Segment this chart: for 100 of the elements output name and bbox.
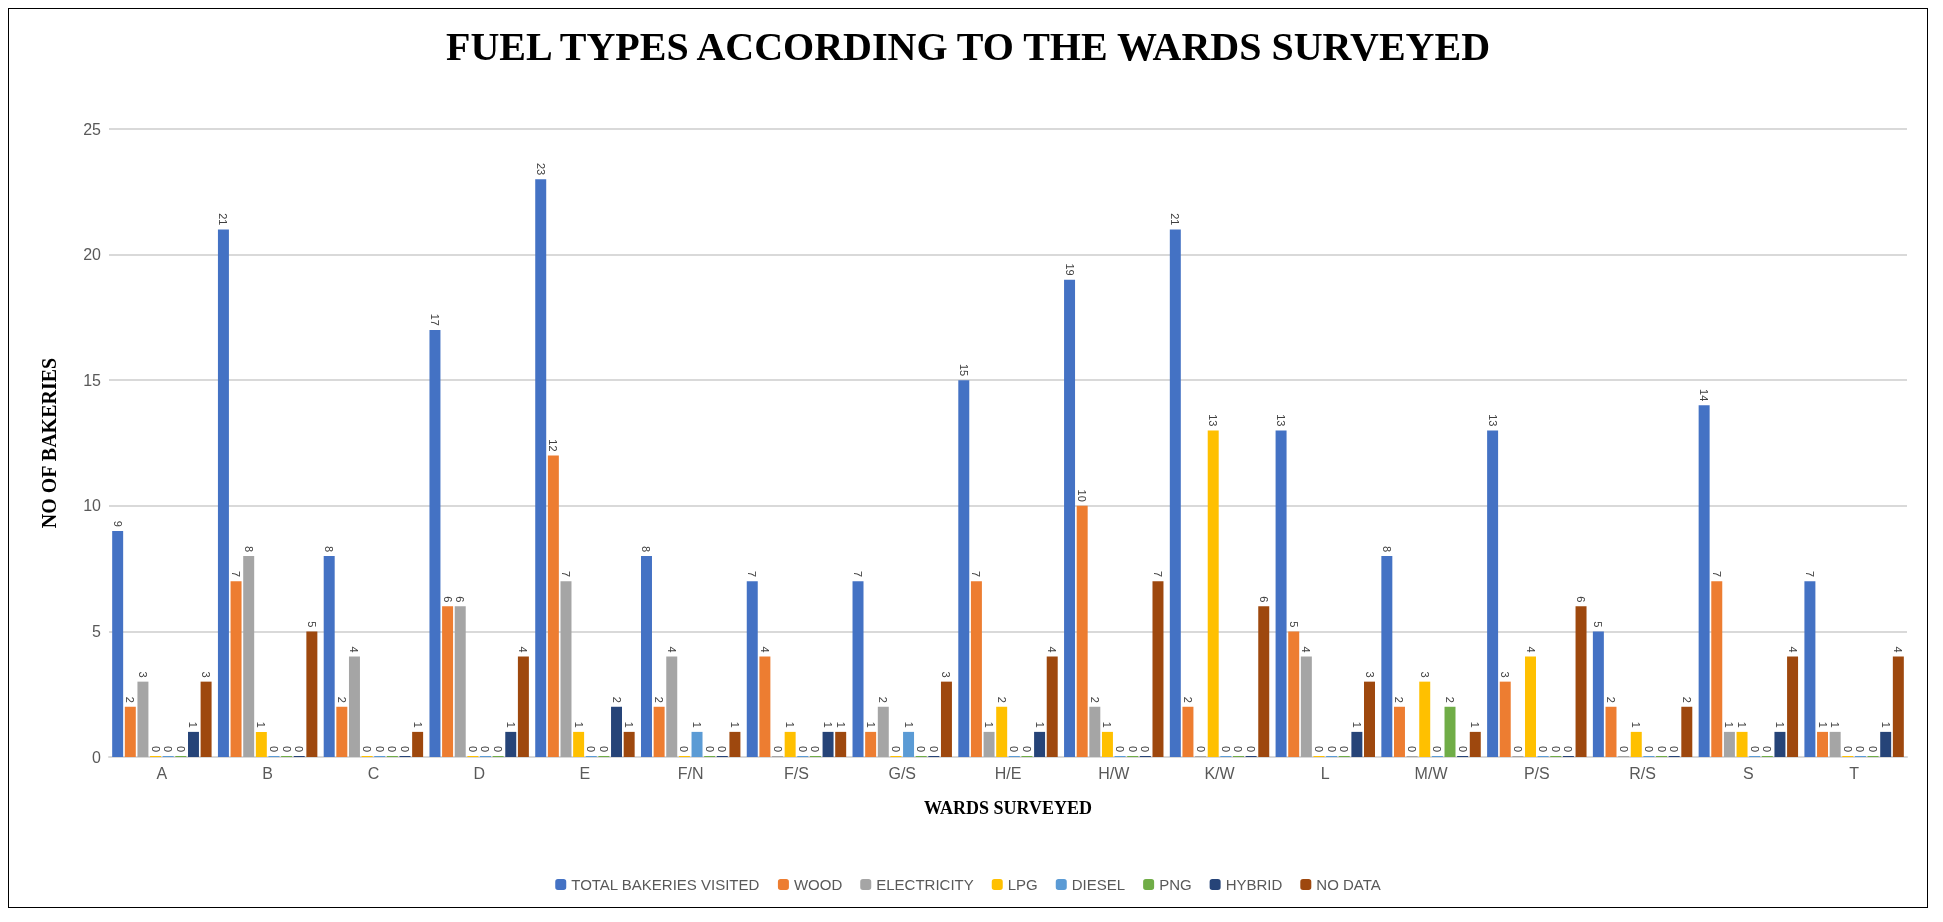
data-label: 2 [1393,696,1406,703]
data-label: 8 [1380,545,1393,553]
data-label: 8 [640,545,653,553]
data-label: 2 [877,696,890,703]
data-label: 1 [504,721,517,728]
bar [746,581,758,757]
data-label: 2 [1605,696,1617,703]
data-label: 0 [915,745,928,752]
data-label: 4 [665,646,678,653]
bar [1711,581,1723,757]
bar [505,731,517,757]
bar [1089,706,1101,757]
data-label: 2 [1088,696,1101,703]
data-label: 0 [1655,745,1668,752]
data-label: 0 [149,745,162,752]
data-label: 0 [716,745,729,752]
data-label: 1 [1101,721,1114,728]
x-tick-label: G/S [888,764,917,782]
bar [1817,731,1829,757]
data-label: 1 [1630,721,1643,728]
data-label: 1 [1879,721,1892,728]
bar [1469,731,1481,757]
data-label: 2 [610,696,623,703]
data-label: 0 [293,745,306,752]
data-label: 0 [1232,745,1245,752]
data-label: 4 [758,646,771,653]
bar [1076,505,1088,757]
bar [1892,656,1904,757]
bar [1774,731,1786,757]
data-label: 1 [1350,721,1363,728]
x-tick-label: F/N [677,764,704,782]
bar [641,556,652,757]
bar [1351,731,1363,757]
x-tick-label: L [1320,764,1330,782]
bar [442,606,454,757]
data-label: 1 [1816,721,1829,728]
bar [1525,656,1536,757]
legend-label: LPG [1007,876,1038,893]
data-label: 0 [1549,745,1562,752]
bar [517,656,529,757]
bar [535,179,547,757]
bar [1681,706,1693,757]
data-label: 10 [1076,489,1089,502]
bar [1300,656,1312,757]
data-label: 7 [1151,571,1164,578]
data-label: 0 [889,745,902,752]
data-label: 1 [572,721,585,728]
data-label: 1 [822,721,835,728]
bar [217,229,229,757]
data-label: 7 [1803,571,1816,578]
legend-label: ELECTRICITY [876,876,974,893]
bar [112,530,124,757]
data-label: 17 [428,313,441,326]
x-axis-title: WARDS SURVEYED [924,798,1092,818]
data-label: 0 [1537,745,1550,752]
data-label: 0 [771,745,784,752]
data-label: 0 [1511,745,1524,752]
bar [454,606,466,757]
data-label: 1 [902,721,915,728]
bar [784,731,796,757]
bar [1207,430,1219,757]
data-label: 0 [280,745,293,752]
data-label: 4 [1046,646,1059,653]
data-label: 12 [547,439,560,452]
data-label: 0 [1456,745,1469,752]
data-label: 1 [1723,721,1736,728]
data-label: 3 [1363,671,1376,678]
bar [137,681,149,757]
bar [996,706,1008,757]
bar [1880,731,1892,757]
bar [1364,681,1375,757]
bar [230,581,242,757]
bar [1787,656,1799,757]
x-tick-label: C [367,764,380,782]
data-label: 2 [1444,696,1457,703]
data-label: 0 [1867,745,1880,752]
bar [865,731,877,757]
data-label: 1 [983,721,996,728]
bar [759,656,771,757]
data-label: 0 [466,745,479,752]
data-label: 0 [597,745,610,752]
data-label: 7 [559,571,572,578]
data-label: 0 [1761,745,1774,752]
data-label: 0 [1338,745,1351,752]
y-tick-label: 20 [83,246,102,264]
bar [1258,606,1270,757]
data-label: 21 [1169,213,1182,226]
data-label: 0 [1114,745,1127,752]
bar [243,556,255,757]
bar [1046,656,1058,757]
bar [1182,706,1194,757]
bar [412,731,424,757]
data-label: 3 [1499,671,1512,678]
x-tick-label: H/E [994,764,1022,782]
bar [547,455,559,757]
y-tick-label: 5 [92,622,102,640]
bar [1152,581,1164,757]
bar [124,706,136,757]
data-label: 0 [1854,745,1867,752]
data-label: 0 [1325,745,1338,752]
